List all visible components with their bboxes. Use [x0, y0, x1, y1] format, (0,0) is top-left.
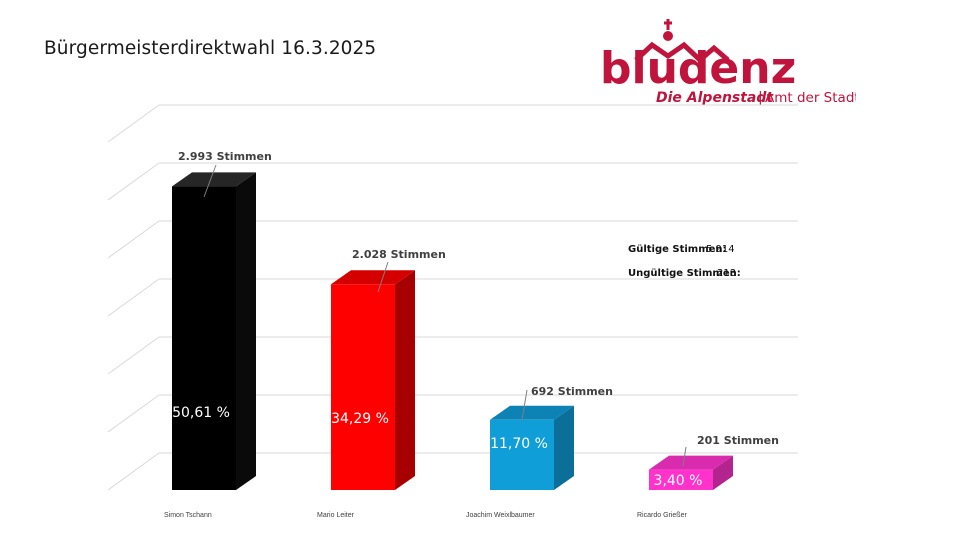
bar-percentage-label: 34,29 % — [331, 411, 389, 427]
town-skyline-icon — [634, 19, 730, 62]
chart-grid — [107, 104, 798, 491]
bar-percentage-label: 3,40 % — [654, 473, 703, 489]
votes-leader-line — [377, 261, 389, 293]
bar-percentage-label: 11,70 % — [490, 436, 548, 452]
bar-votes-label: 201 Stimmen — [697, 434, 779, 447]
gridline-side — [107, 278, 160, 317]
bar-group: 50,61 % 2.993 Stimmen Simon Tschann — [164, 150, 272, 519]
bludenz-logo: bludenz Die Alpenstadt | Amt der Stadt — [600, 19, 856, 106]
invalid-votes-value: 213 — [717, 268, 736, 279]
bar — [172, 186, 236, 490]
bar-top — [172, 172, 256, 187]
category-label: Joachim Weixlbaumer — [466, 512, 535, 519]
category-label: Mario Leiter — [317, 512, 355, 519]
bar-top — [331, 270, 415, 285]
logo-tagline-sub: Amt der Stadt — [765, 90, 856, 106]
bar-top — [490, 405, 574, 420]
valid-votes-value: 5.914 — [706, 244, 735, 255]
votes-leader-line — [521, 389, 528, 421]
bar-group: 3,40 % 201 Stimmen Ricardo Grießer — [637, 434, 779, 519]
gridline-side — [107, 394, 160, 433]
logo-tagline-main: Die Alpenstadt — [656, 90, 774, 106]
logo-wordmark: bludenz — [600, 43, 796, 94]
bar-percentage-label: 50,61 % — [172, 405, 230, 421]
page-title: Bürgermeisterdirektwahl 16.3.2025 — [44, 38, 377, 59]
category-label: Simon Tschann — [164, 512, 212, 519]
category-label: Ricardo Grießer — [637, 512, 687, 519]
invalid-votes-label: Ungültige Stimmen: — [628, 268, 741, 279]
bar — [331, 284, 395, 490]
bar-votes-label: 692 Stimmen — [531, 385, 613, 398]
bar — [649, 469, 713, 490]
gridline-side — [107, 104, 160, 143]
bar-group: 11,70 % 692 Stimmen Joachim Weixlbaumer — [466, 385, 613, 519]
gridline-side — [107, 162, 160, 201]
bar-votes-label: 2.028 Stimmen — [352, 248, 446, 261]
bar-votes-label: 2.993 Stimmen — [178, 150, 272, 163]
votes-leader-line — [682, 446, 687, 467]
bar-side — [554, 405, 574, 490]
gridline-side — [107, 220, 160, 259]
gridline-side — [107, 452, 160, 491]
vote-statistics: Gültige Stimmen: 5.914 Ungültige Stimmen… — [628, 244, 741, 279]
bar-group: 34,29 % 2.028 Stimmen Mario Leiter — [317, 248, 446, 519]
bar-side — [713, 455, 733, 490]
logo-tagline-separator: | — [758, 90, 763, 106]
valid-votes-label: Gültige Stimmen: — [628, 244, 727, 255]
gridline-side — [107, 336, 160, 375]
bar-side — [236, 172, 256, 490]
votes-leader-line — [203, 164, 217, 198]
bar — [490, 419, 554, 490]
bar-top — [649, 455, 733, 470]
bar-side — [395, 270, 415, 490]
chart-bars: 50,61 % 2.993 Stimmen Simon Tschann 34,29 %… — [164, 150, 779, 519]
